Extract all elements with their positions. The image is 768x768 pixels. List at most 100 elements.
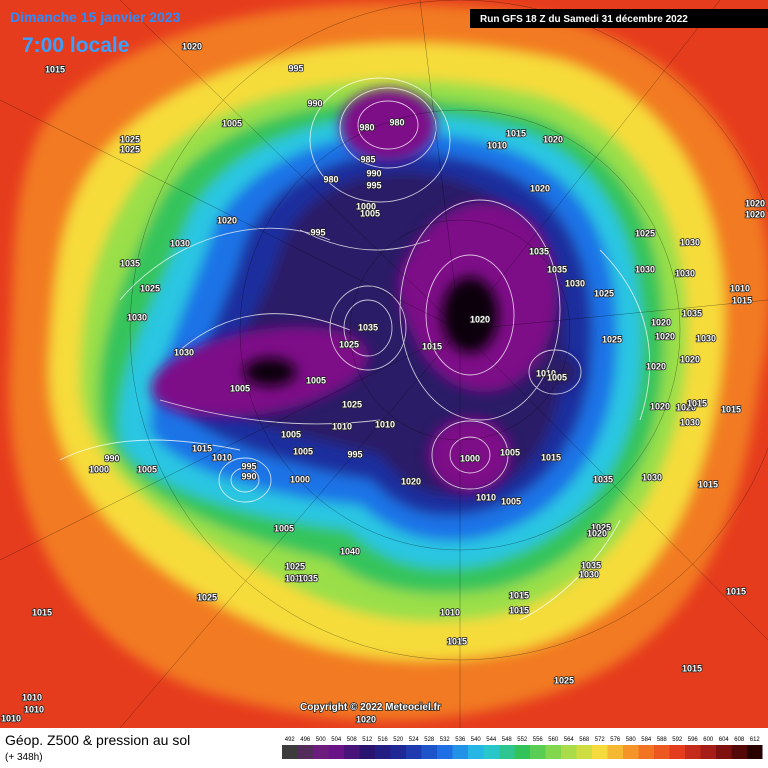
scale-label: 576	[610, 737, 621, 743]
isobars	[59, 77, 651, 621]
scale-label: 516	[378, 737, 389, 743]
scale-swatch	[406, 745, 422, 759]
pressure-label: 1005	[547, 372, 567, 382]
scale-swatch	[421, 745, 437, 759]
scale-swatch	[700, 745, 716, 759]
pressure-label: 1000	[290, 474, 310, 484]
pressure-label: 1030	[642, 472, 662, 482]
scale-label: 584	[641, 737, 652, 743]
pressure-label: 1035	[593, 474, 613, 484]
pressure-label: 1015	[32, 607, 52, 617]
scale-swatch	[685, 745, 701, 759]
scale-swatch	[530, 745, 546, 759]
scale-swatch	[731, 745, 747, 759]
scale-swatch	[328, 745, 344, 759]
footer-title: Géop. Z500 & pression au sol	[5, 732, 190, 748]
pressure-label: 990	[366, 168, 381, 178]
scale-label: 536	[455, 737, 466, 743]
pressure-label: 1015	[687, 398, 707, 408]
pressure-label: 1025	[339, 339, 359, 349]
scale-swatch	[576, 745, 592, 759]
pressure-label: 1015	[732, 295, 752, 305]
scale-label: 540	[471, 737, 482, 743]
pressure-label: 1020	[650, 401, 670, 411]
pressure-label: 1015	[509, 605, 529, 615]
scale-swatch	[359, 745, 375, 759]
pressure-label: 1025	[285, 561, 305, 571]
scale-swatch	[638, 745, 654, 759]
time: 7:00 locale	[22, 34, 129, 57]
pressure-label: 1040	[340, 546, 360, 556]
scale-swatch	[654, 745, 670, 759]
scale-label: 532	[440, 737, 451, 743]
pressure-label: 1035	[682, 308, 702, 318]
pressure-label: 1025	[602, 334, 622, 344]
scale-swatch	[607, 745, 623, 759]
pressure-label: 1015	[541, 452, 561, 462]
scale-label: 492	[285, 737, 296, 743]
pressure-label: 1015	[726, 586, 746, 596]
scale-swatch	[313, 745, 329, 759]
scale-label: 612	[750, 737, 761, 743]
scale-label: 544	[486, 737, 497, 743]
run: Run GFS 18 Z du Samedi 31 décembre 2022	[480, 14, 688, 25]
pressure-label: 1010	[476, 492, 496, 502]
pressure-label: 1010	[375, 419, 395, 429]
scale-label: 608	[734, 737, 745, 743]
pressure-label: 995	[241, 461, 256, 471]
pressure-label: 1000	[89, 464, 109, 474]
scale-label: 508	[347, 737, 358, 743]
pressure-label: 1035	[581, 560, 601, 570]
pressure-label: 995	[366, 180, 381, 190]
pressure-label: 1025	[594, 288, 614, 298]
pressure-label: 1005	[501, 496, 521, 506]
pressure-label: 1020	[680, 354, 700, 364]
scale-swatch	[499, 745, 515, 759]
scale-swatch	[623, 745, 639, 759]
pressure-label: 1020	[745, 198, 765, 208]
pressure-label: 1030	[565, 278, 585, 288]
pressure-label: 1030	[675, 268, 695, 278]
pressure-label: 1005	[230, 383, 250, 393]
pressure-label: 1010	[212, 452, 232, 462]
pressure-label: 995	[310, 227, 325, 237]
pressure-label: 1035	[120, 258, 140, 268]
scale-label: 592	[672, 737, 683, 743]
pressure-label: 1005	[281, 429, 301, 439]
pressure-label: 1005	[293, 446, 313, 456]
colorbar: 492 496 500 504 508 512 516 520 524 528 532 536 540 5…	[282, 737, 763, 759]
scale-label: 588	[657, 737, 668, 743]
pressure-label: 1020	[401, 476, 421, 486]
pressure-label: 1030	[170, 238, 190, 248]
scale-swatch	[437, 745, 453, 759]
pressure-label: 1035	[547, 264, 567, 274]
pressure-label: 1030	[696, 333, 716, 343]
pressure-label: 1010	[24, 704, 44, 714]
pressure-label: 1020	[530, 183, 550, 193]
scale-swatch	[545, 745, 561, 759]
graticule	[0, 0, 768, 728]
pressure-label: 990	[104, 453, 119, 463]
pressure-label: 980	[359, 122, 374, 132]
date: Dimanche 15 janvier 2023	[10, 9, 181, 25]
pressure-label: 1035	[358, 322, 378, 332]
scale-label: 604	[719, 737, 730, 743]
scale-swatch	[282, 745, 298, 759]
pressure-label: 1005	[500, 447, 520, 457]
scale-label: 564	[564, 737, 575, 743]
footer-lead: (+ 348h)	[5, 752, 43, 763]
pressure-label: 1010	[22, 692, 42, 702]
pressure-label: 1020	[745, 209, 765, 219]
scale-swatch	[561, 745, 577, 759]
scale-label: 596	[688, 737, 699, 743]
pressure-label: 1020	[470, 314, 490, 324]
pressure-label: 1010	[332, 421, 352, 431]
pressure-label: 1030	[579, 569, 599, 579]
scale-swatch	[514, 745, 530, 759]
pressure-label: 1020	[651, 317, 671, 327]
scale-label: 556	[533, 737, 544, 743]
pressure-label: 1005	[360, 208, 380, 218]
run-box	[470, 9, 768, 28]
